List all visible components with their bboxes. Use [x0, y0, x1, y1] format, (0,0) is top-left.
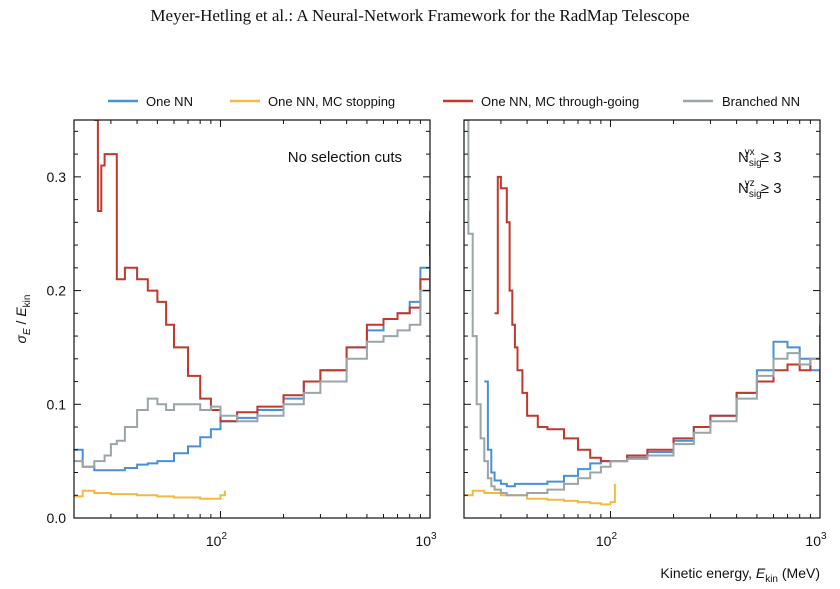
left-series-group: [74, 120, 430, 500]
left-plot-frame: [73, 119, 431, 519]
left-x-tick-label: 103: [415, 531, 437, 549]
left-y-tick-label: 0.3: [47, 169, 67, 185]
right-annotation-line-1: Nsigyx ≥ 3: [738, 147, 782, 169]
legend-label-mc-stopping: One NN, MC stopping: [268, 94, 395, 109]
left-ticks: 102 103 0.0 0.1 0.2 0.3: [47, 120, 437, 549]
left-annotation: No selection cuts: [288, 149, 402, 166]
right-plot-frame: [463, 119, 821, 519]
left-x-tick-label: 102: [206, 531, 228, 549]
x-axis-label: Kinetic energy, Ekin (MeV): [660, 565, 820, 585]
right-series-one-nn: [484, 340, 820, 488]
page-header: Meyer-Hetling et al.: A Neural-Network F…: [150, 6, 690, 25]
left-y-tick-label: 0.1: [47, 396, 67, 412]
legend-label-branched-nn: Branched NN: [722, 94, 800, 109]
right-x-tick-label: 103: [805, 531, 827, 549]
left-series-one-nn: [74, 211, 430, 472]
left-y-tick-label: 0.2: [47, 283, 67, 299]
legend-label-one-nn: One NN: [146, 94, 193, 109]
left-y-tick-label: 0.0: [47, 510, 67, 526]
y-axis-label: σE / Ekin: [13, 295, 33, 344]
legend: One NN One NN, MC stopping One NN, MC th…: [108, 94, 800, 109]
right-series-group: [464, 120, 820, 506]
legend-label-mc-through-going: One NN, MC through-going: [481, 94, 639, 109]
panel-right: 102 103 Nsigyx ≥ 3 Nsigyz ≥ 3: [463, 119, 827, 549]
right-series-one-nn-mc-through-going: [494, 175, 820, 463]
right-series-one-nn-mc-stopping: [464, 483, 616, 506]
right-x-tick-label: 102: [596, 531, 618, 549]
left-series-branched-nn: [74, 256, 430, 468]
panel-left: 102 103 0.0 0.1 0.2 0.3 No selection cuts: [47, 119, 437, 549]
right-ticks: 102 103: [464, 120, 827, 549]
left-series-one-nn-mc-through-going: [94, 120, 430, 423]
right-annotation-line-2: Nsigyz ≥ 3: [738, 178, 782, 200]
left-series-one-nn-mc-stopping: [74, 489, 226, 500]
right-series-branched-nn: [464, 120, 820, 497]
